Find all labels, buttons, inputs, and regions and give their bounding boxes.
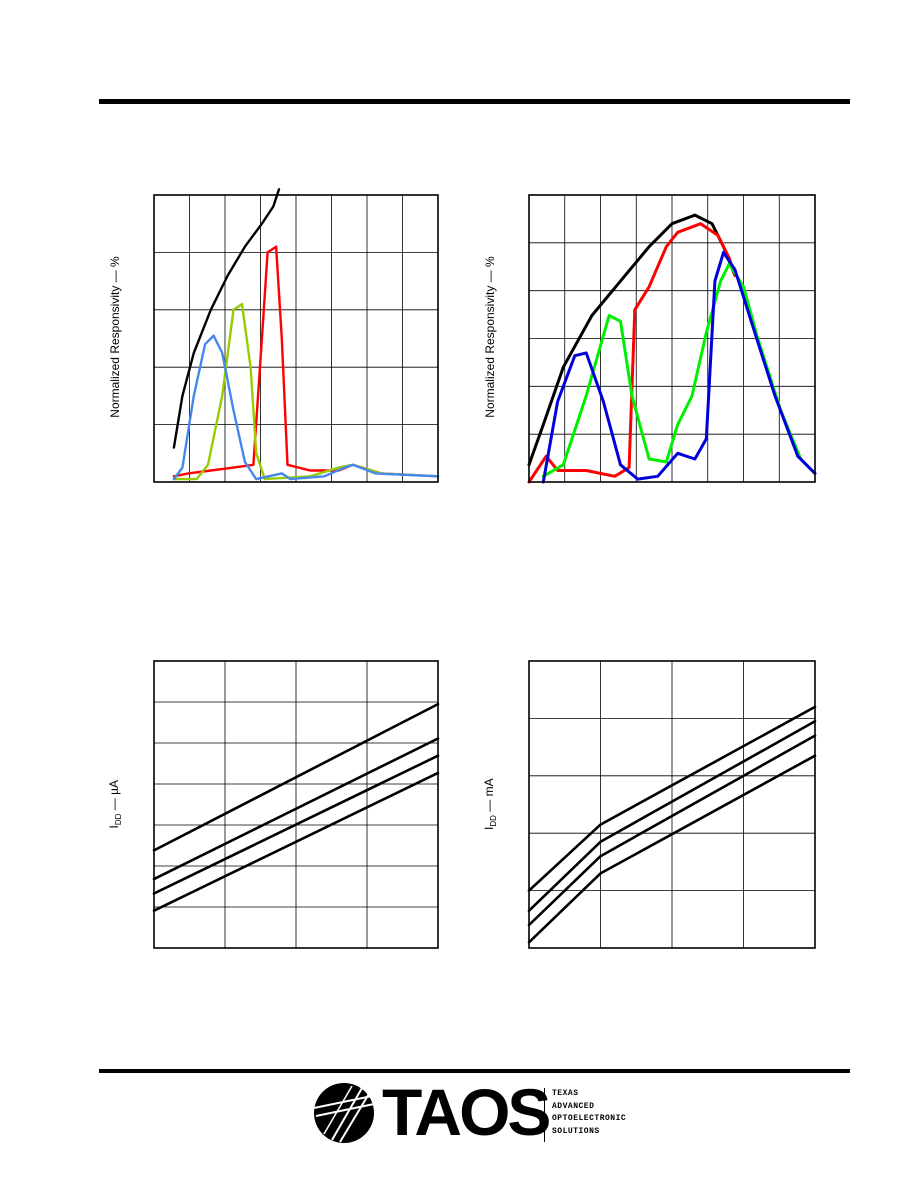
series-line-0 <box>152 702 440 852</box>
tagline-line-2: ADVANCED <box>552 1101 595 1111</box>
tagline-line-3: OPTOELECTRONIC <box>552 1114 627 1123</box>
idd-right-ylabel-sub: DD <box>489 815 499 827</box>
idd-left-ylabel-unit: — µA <box>106 779 121 814</box>
footer-rule <box>99 1069 850 1073</box>
idd-left-ylabel: IDD — µA <box>107 764 123 844</box>
tagline-line-1: TEXAS <box>552 1089 579 1098</box>
series-line-0 <box>527 705 817 892</box>
idd-left-ylabel-main: I <box>106 825 121 829</box>
spectral-right-ylabel: Normalized Responsivity — % <box>483 256 497 418</box>
spectral-chart-left <box>153 188 440 483</box>
series-line-3 <box>152 771 440 912</box>
spectral-chart-right <box>527 194 817 484</box>
series-line-3 <box>527 754 817 944</box>
plot-frame <box>153 194 439 483</box>
series-line-2 <box>541 262 817 478</box>
taos-globe-icon <box>313 1083 375 1143</box>
series-line-3 <box>541 250 817 484</box>
idd-right-ylabel-main: I <box>481 826 496 830</box>
plot-frame <box>528 660 816 949</box>
series-line-0 <box>527 213 737 467</box>
idd-left-ylabel-sub: DD <box>114 813 124 826</box>
logo-separator <box>544 1088 545 1142</box>
series-line-1 <box>527 222 737 484</box>
idd-right-ylabel: IDD — mA <box>482 764 498 844</box>
idd-right-ylabel-unit: — mA <box>481 778 496 816</box>
taos-wordmark: TAOS <box>382 1075 551 1149</box>
tagline-line-4: SOLUTIONS <box>552 1126 600 1136</box>
idd-chart-right <box>527 660 817 949</box>
spectral-left-ylabel: Normalized Responsivity — % <box>108 256 122 418</box>
plot-frame <box>153 660 439 949</box>
series-line-2 <box>152 754 440 895</box>
series-line-3 <box>172 334 440 481</box>
series-line-1 <box>152 737 440 881</box>
taos-logo: TAOS TEXAS ADVANCED OPTOELECTRONIC SOLUT… <box>312 1075 652 1149</box>
header-rule <box>99 99 850 104</box>
series-line-2 <box>172 302 440 481</box>
logo-tagline: TEXAS ADVANCED OPTOELECTRONIC SOLUTIONS <box>552 1088 626 1138</box>
series-line-2 <box>527 734 817 927</box>
plot-frame <box>528 194 816 483</box>
series-line-1 <box>527 719 817 912</box>
series-line-0 <box>172 188 281 449</box>
idd-chart-left <box>152 660 440 949</box>
